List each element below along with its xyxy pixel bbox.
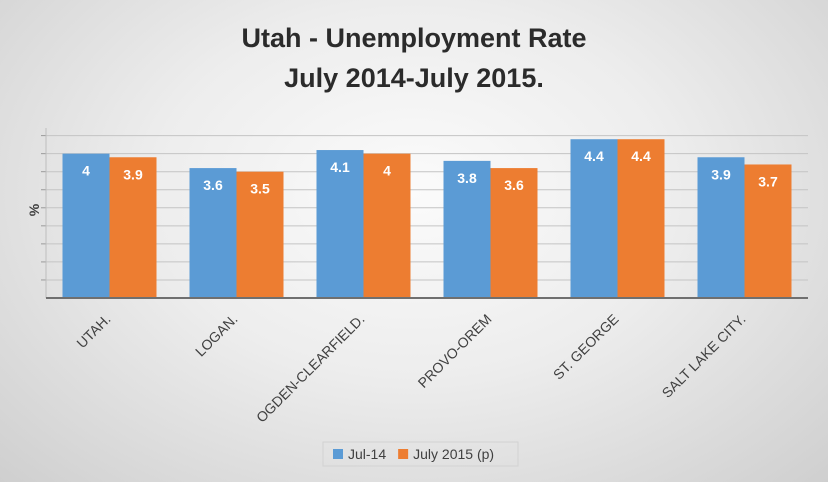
data-label: 4.4 bbox=[631, 148, 651, 164]
bar bbox=[617, 139, 665, 298]
data-label: 4.4 bbox=[584, 148, 604, 164]
bar bbox=[189, 168, 237, 298]
data-label: 3.8 bbox=[457, 170, 477, 186]
bar bbox=[109, 157, 157, 298]
bar bbox=[443, 160, 491, 298]
bar bbox=[62, 153, 110, 298]
bar bbox=[236, 171, 284, 298]
x-tick-label: OGDEN-CLEARFIELD. bbox=[253, 311, 368, 426]
chart-title: Utah - Unemployment Rate July 2014-July … bbox=[0, 18, 828, 98]
bar bbox=[316, 150, 364, 298]
x-tick-label: LOGAN. bbox=[192, 311, 241, 360]
legend-swatch bbox=[398, 449, 409, 459]
data-label: 4 bbox=[383, 163, 391, 179]
data-label: 3.6 bbox=[203, 177, 223, 193]
data-label: 3.7 bbox=[758, 173, 778, 189]
legend-swatch bbox=[333, 449, 343, 459]
data-label: 3.9 bbox=[123, 166, 143, 182]
chart-title-line2: July 2014-July 2015. bbox=[284, 63, 544, 93]
chart-title-line1: Utah - Unemployment Rate bbox=[241, 23, 587, 53]
x-tick-label: ST. GEORGE bbox=[550, 311, 622, 383]
bar bbox=[744, 164, 792, 298]
x-tick-label: PROVO-OREM bbox=[415, 311, 495, 391]
data-label: 3.9 bbox=[711, 166, 731, 182]
legend-box bbox=[322, 441, 519, 467]
bar bbox=[697, 157, 745, 298]
x-tick-label: SALT LAKE CITY. bbox=[659, 311, 749, 401]
legend-label: July 2015 (p) bbox=[413, 446, 494, 462]
bar bbox=[490, 168, 538, 298]
data-label: 4.1 bbox=[330, 159, 350, 175]
legend-label: Jul-14 bbox=[348, 446, 386, 462]
data-label: 4 bbox=[82, 163, 90, 179]
bar bbox=[570, 139, 618, 298]
data-label: 3.5 bbox=[250, 181, 270, 197]
x-tick-label: UTAH. bbox=[73, 311, 113, 351]
y-axis-label: % bbox=[26, 203, 42, 216]
bar bbox=[363, 153, 411, 298]
data-label: 3.6 bbox=[504, 177, 524, 193]
